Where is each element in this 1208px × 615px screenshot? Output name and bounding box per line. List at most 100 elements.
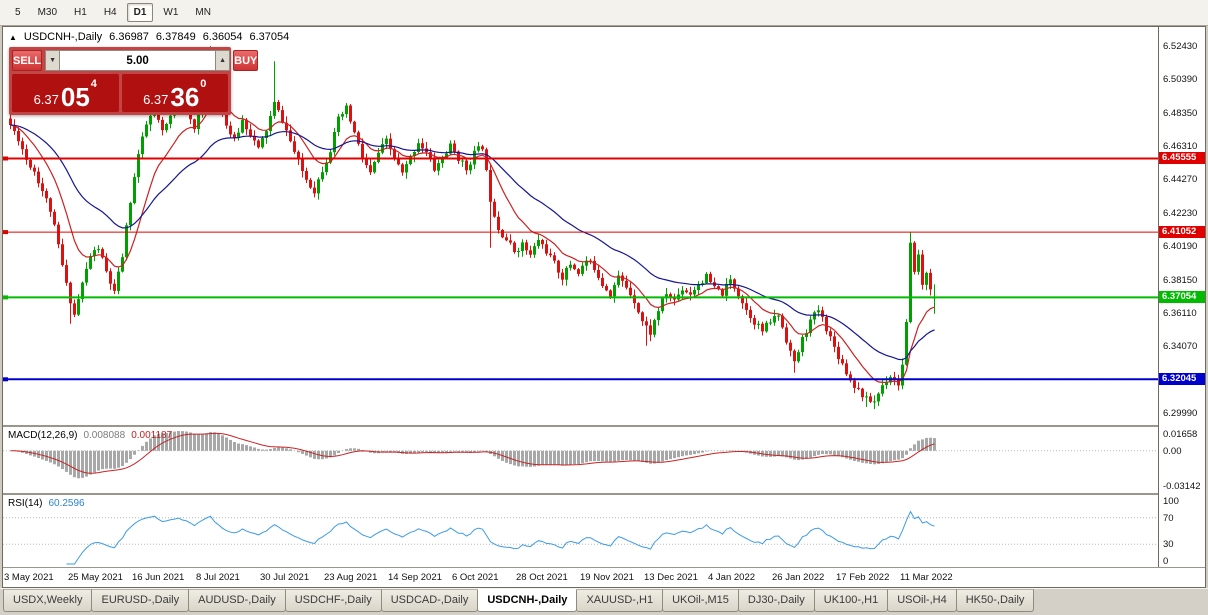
candlestick-chart[interactable] [3, 27, 1158, 425]
indicator-axis-label: -0.03142 [1163, 481, 1201, 492]
time-axis-label: 25 May 2021 [68, 572, 123, 583]
rsi-chart[interactable] [3, 495, 1158, 567]
timeframe-button-h4[interactable]: H4 [103, 7, 117, 18]
time-axis-label: 26 Jan 2022 [772, 572, 825, 583]
symbol-marker-icon: ▲ [9, 32, 17, 42]
chart-tab-dj30[interactable]: DJ30-,Daily [737, 589, 815, 612]
macd-signal-value: 0.001187 [131, 430, 173, 441]
macd-main-value: 0.008088 [83, 430, 126, 441]
price-level-badge: 6.37054 [1159, 291, 1205, 304]
main-chart-pane[interactable]: ▲ USDCNH-,Daily 6.36987 6.37849 6.36054 … [3, 27, 1158, 425]
lot-size-input[interactable] [60, 50, 216, 71]
sell-button[interactable]: SELL [12, 50, 43, 71]
indicator-axis-label: 0 [1163, 556, 1169, 567]
timeframe-button-mn[interactable]: MN [195, 7, 211, 18]
price-axis-label: 6.50390 [1163, 74, 1198, 86]
timeframe-button-d1[interactable]: D1 [126, 3, 154, 22]
price-level-badge: 6.45555 [1159, 152, 1205, 165]
buy-button[interactable]: BUY [233, 50, 259, 71]
buy-price-display[interactable]: 6.37 36 0 [121, 74, 228, 113]
price-axis-label: 6.48350 [1163, 107, 1198, 119]
price-axis-label: 6.40190 [1163, 241, 1198, 253]
indicator-axis-label: 30 [1163, 539, 1174, 551]
indicator-axis-label: 0.00 [1163, 445, 1182, 457]
timeframe-button-5[interactable]: 5 [15, 7, 21, 18]
ma-fast-line[interactable] [10, 101, 935, 383]
sell-price-display[interactable]: 6.37 05 4 [12, 74, 119, 112]
rsi-pane[interactable]: RSI(14) 60.2596 [3, 495, 1158, 567]
macd-pane[interactable]: MACD(12,26,9) 0.008088 0.001187 [3, 427, 1158, 493]
chart-ohlc-header: ▲ USDCNH-,Daily 6.36987 6.37849 6.36054 … [9, 31, 289, 43]
chart-tab-usdcad[interactable]: USDCAD-,Daily [380, 589, 479, 612]
timeframe-toolbar: 5 M30 H1 H4 D1 W1 MN [0, 0, 1208, 26]
price-axis-label: 6.34070 [1163, 341, 1198, 353]
timeframe-button-w1[interactable]: W1 [163, 7, 179, 18]
macd-chart[interactable] [3, 427, 1158, 493]
time-axis-label: 14 Sep 2021 [388, 572, 442, 583]
price-axis-label: 6.36110 [1163, 307, 1197, 319]
price-axis[interactable]: 6.52430 6.50390 6.48350 6.46310 6.44270 6.422… [1158, 27, 1205, 567]
time-axis-label: 8 Jul 2021 [196, 572, 240, 583]
chart-tab-uk100[interactable]: UK100-,H1 [813, 589, 889, 612]
time-axis-label: 11 Mar 2022 [900, 572, 953, 583]
buy-price-main: 6.37 [143, 92, 169, 107]
sell-price-sup: 4 [90, 78, 97, 90]
chart-tab-usdchf[interactable]: USDCHF-,Daily [284, 589, 382, 612]
price-axis-label: 6.29990 [1163, 407, 1198, 419]
time-axis-label: 6 Oct 2021 [452, 572, 499, 583]
lot-decrease-button[interactable]: ▼ [45, 50, 61, 71]
time-axis-label: 4 Jan 2022 [708, 572, 756, 583]
chart-tab-eurusd[interactable]: EURUSD-,Daily [91, 589, 190, 612]
lot-increase-button[interactable]: ▲ [215, 50, 231, 71]
chart-tab-xauusd[interactable]: XAUUSD-,H1 [576, 589, 664, 612]
ohlc-high: 6.37849 [155, 31, 196, 43]
price-axis-label: 6.46310 [1163, 141, 1198, 153]
time-axis-label: 28 Oct 2021 [516, 572, 568, 583]
time-axis-label: 3 May 2021 [4, 572, 54, 583]
chart-tab-hk50[interactable]: HK50-,Daily [955, 589, 1035, 612]
chevron-down-icon: ▼ [49, 57, 57, 64]
price-level-badge: 6.41052 [1159, 226, 1205, 239]
buy-price-big: 36 [170, 82, 200, 113]
chart-window: ▲ USDCNH-,Daily 6.36987 6.37849 6.36054 … [2, 26, 1206, 588]
price-axis-label: 6.38150 [1163, 274, 1198, 286]
indicator-axis-label: 0.01658 [1163, 429, 1198, 440]
time-axis-label: 13 Dec 2021 [644, 572, 698, 583]
ohlc-low: 6.36054 [202, 31, 243, 43]
time-axis-label: 17 Feb 2022 [836, 572, 890, 583]
chart-tab-usdx[interactable]: USDX,Weekly [3, 589, 93, 612]
chart-tab-usdcnh[interactable]: USDCNH-,Daily [477, 589, 578, 612]
pane-splitter[interactable] [3, 493, 1205, 495]
price-axis-label: 6.52430 [1163, 41, 1198, 53]
buy-price-sup: 0 [200, 78, 207, 90]
chart-tab-usoil[interactable]: USOil-,H4 [887, 589, 957, 612]
macd-name: MACD(12,26,9) [8, 430, 78, 441]
time-axis-label: 16 Jun 2021 [132, 572, 185, 583]
timeframe-button-m30[interactable]: M30 [37, 7, 58, 18]
chart-tab-ukoil[interactable]: UKOil-,M15 [662, 589, 739, 612]
ohlc-open: 6.36987 [109, 31, 149, 43]
chart-tab-audusd[interactable]: AUDUSD-,Daily [188, 589, 286, 612]
price-level-badge: 6.32045 [1159, 373, 1205, 386]
macd-signal-line [10, 432, 935, 474]
time-axis[interactable]: 3 May 2021 25 May 2021 16 Jun 2021 8 Jul 20… [3, 567, 1205, 587]
horizontal-levels-layer[interactable] [3, 156, 1158, 382]
rsi-line [66, 510, 935, 565]
price-axis-label: 6.42230 [1163, 207, 1198, 219]
sell-price-big: 05 [60, 82, 90, 113]
time-axis-label: 23 Aug 2021 [324, 572, 378, 583]
symbol-title: USDCNH-,Daily [23, 31, 103, 43]
ma-slow-line[interactable] [10, 124, 935, 361]
time-axis-label: 30 Jul 2021 [260, 572, 310, 583]
chart-tab-bar: USDX,Weekly EURUSD-,Daily AUDUSD-,Daily USD… [0, 588, 1208, 615]
indicator-axis-label: 70 [1163, 512, 1174, 524]
rsi-name: RSI(14) [8, 498, 43, 509]
price-axis-label: 6.44270 [1163, 174, 1198, 186]
ohlc-close: 6.37054 [249, 31, 290, 43]
time-axis-label: 19 Nov 2021 [580, 572, 634, 583]
timeframe-button-h1[interactable]: H1 [74, 7, 87, 18]
pane-splitter[interactable] [3, 425, 1205, 427]
indicator-axis-label: 100 [1163, 496, 1179, 507]
macd-indicator-label: MACD(12,26,9) 0.008088 0.001187 [8, 430, 172, 441]
